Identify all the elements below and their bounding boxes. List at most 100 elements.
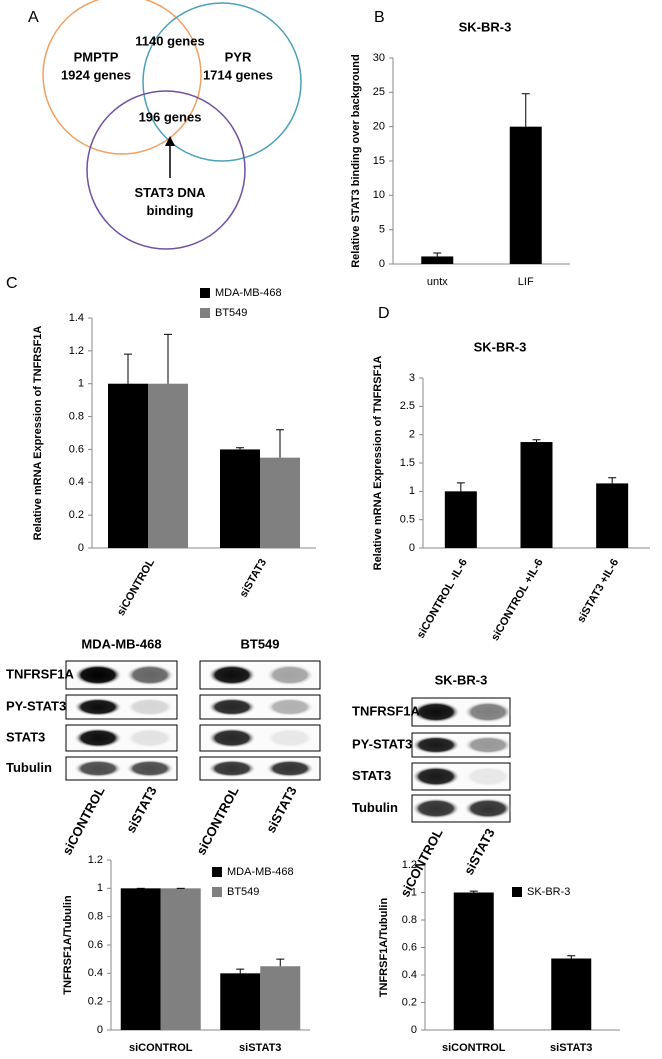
legend-swatch <box>212 887 222 897</box>
x-tick-label: siSTAT3 +IL-6 <box>575 557 621 625</box>
error-bar <box>469 890 478 893</box>
blot-band <box>126 728 174 748</box>
venn-circle <box>42 0 202 155</box>
y-tick-label: 2.5 <box>400 400 415 412</box>
y-tick-label: 5 <box>379 224 385 236</box>
x-tick-label: LIF <box>518 276 534 288</box>
y-tick-label: 3 <box>409 372 415 384</box>
panel-letter: A <box>28 9 39 26</box>
y-tick-label: 1.4 <box>69 312 84 324</box>
venn-circle <box>86 90 246 250</box>
panel-letter: D <box>378 305 390 322</box>
legend-swatch <box>212 867 222 877</box>
y-tick-label: 1.2 <box>69 345 84 357</box>
legend-label: SK-BR-3 <box>527 886 570 898</box>
blot-row-label: PY-STAT3 <box>352 736 412 751</box>
blot-title: SK-BR-3 <box>435 672 488 687</box>
error-bar <box>532 439 541 443</box>
venn-circle <box>142 2 302 162</box>
y-tick-label: 1 <box>411 886 417 898</box>
bar <box>453 892 494 1030</box>
legend-swatch <box>512 887 522 897</box>
blot-lane-label: siSTAT3 <box>263 784 300 835</box>
y-tick-label: 20 <box>373 121 385 133</box>
y-tick-label: 1.2 <box>88 854 103 866</box>
blot-row-label: STAT3 <box>352 768 391 783</box>
blot-band <box>126 759 174 778</box>
blot-band <box>412 701 460 723</box>
error-bar <box>124 353 132 384</box>
y-tick-label: 30 <box>373 52 385 64</box>
blot-band <box>74 759 122 778</box>
blot-band <box>464 735 512 755</box>
x-tick-label: siCONTROL +IL-6 <box>489 557 546 643</box>
blot-band <box>74 697 122 717</box>
y-tick-label: 0.4 <box>402 969 417 981</box>
y-tick-label: 0.5 <box>400 514 415 526</box>
blot-title: MDA-MB-468 <box>81 636 161 651</box>
blot-band <box>208 697 256 717</box>
panel-letter: B <box>374 9 385 26</box>
blot-band <box>266 728 314 748</box>
error-bar <box>236 968 245 974</box>
y-tick-label: 0 <box>97 1024 103 1036</box>
blot-band <box>126 664 174 686</box>
blot-band <box>266 697 314 717</box>
blot-band <box>266 664 314 686</box>
blot-lane-label: siCONTROL <box>193 784 242 857</box>
blot-row-label: TNFRSF1A <box>6 666 75 681</box>
error-bar <box>456 482 465 492</box>
blot-band <box>464 701 512 723</box>
blot-band <box>266 759 314 778</box>
y-axis-label: Relative mRNA Expression of TNFRSF1A <box>32 326 44 541</box>
y-tick-label: 1.2 <box>402 859 417 871</box>
venn-label: 1924 genes <box>61 67 131 82</box>
y-tick-label: 0.8 <box>69 410 84 422</box>
y-tick-label: 15 <box>373 155 385 167</box>
panel-letter: C <box>6 275 18 292</box>
venn-label: PMPTP <box>74 49 119 64</box>
y-tick-label: 0.8 <box>402 914 417 926</box>
y-tick-label: 0.8 <box>88 911 103 923</box>
bar <box>160 888 201 1030</box>
y-tick-label: 0.2 <box>69 509 84 521</box>
bar <box>120 888 161 1030</box>
y-tick-label: 2 <box>409 429 415 441</box>
blot-band <box>208 664 256 686</box>
legend-label: MDA-MB-468 <box>227 866 294 878</box>
x-tick-label: siSTAT3 <box>550 1042 592 1054</box>
bar <box>260 966 301 1030</box>
blot-band <box>464 766 512 787</box>
arrow-head <box>165 136 175 146</box>
blot-row-label: Tubulin <box>6 760 52 775</box>
legend-label: MDA-MB-468 <box>215 287 282 299</box>
blot-row-label: Tubulin <box>352 800 398 815</box>
y-tick-label: 0 <box>411 1024 417 1036</box>
bar <box>551 958 592 1030</box>
y-tick-label: 1.5 <box>400 457 415 469</box>
legend-label: BT549 <box>215 307 247 319</box>
y-axis-label: TNFRSF1A/Tubulin <box>378 898 390 998</box>
y-tick-label: 1 <box>78 378 84 390</box>
blot-lane-label: siCONTROL <box>59 784 108 857</box>
legend-swatch <box>200 288 210 298</box>
blot-band <box>464 798 512 819</box>
y-tick-label: 0.4 <box>88 967 103 979</box>
bar <box>260 457 300 548</box>
y-tick-label: 10 <box>373 189 385 201</box>
y-axis-label: TNFRSF1A/Tubulin <box>62 895 74 995</box>
y-axis-label: Relative mRNA Expression of TNFRSF1A <box>372 356 384 571</box>
y-tick-label: 0.6 <box>69 443 84 455</box>
venn-label: PYR <box>225 49 252 64</box>
y-axis-label: Relative STAT3 binding over background <box>350 54 362 268</box>
x-tick-label: untx <box>427 276 448 288</box>
blot-band <box>412 766 460 787</box>
blot-lane-label: siSTAT3 <box>461 826 498 877</box>
bar <box>520 442 553 548</box>
blot-band <box>74 664 122 686</box>
blot-band <box>126 697 174 717</box>
chart-title: SK-BR-3 <box>459 19 512 34</box>
error-bar <box>567 955 576 959</box>
y-tick-label: 0.6 <box>88 939 103 951</box>
legend-label: BT549 <box>227 886 259 898</box>
